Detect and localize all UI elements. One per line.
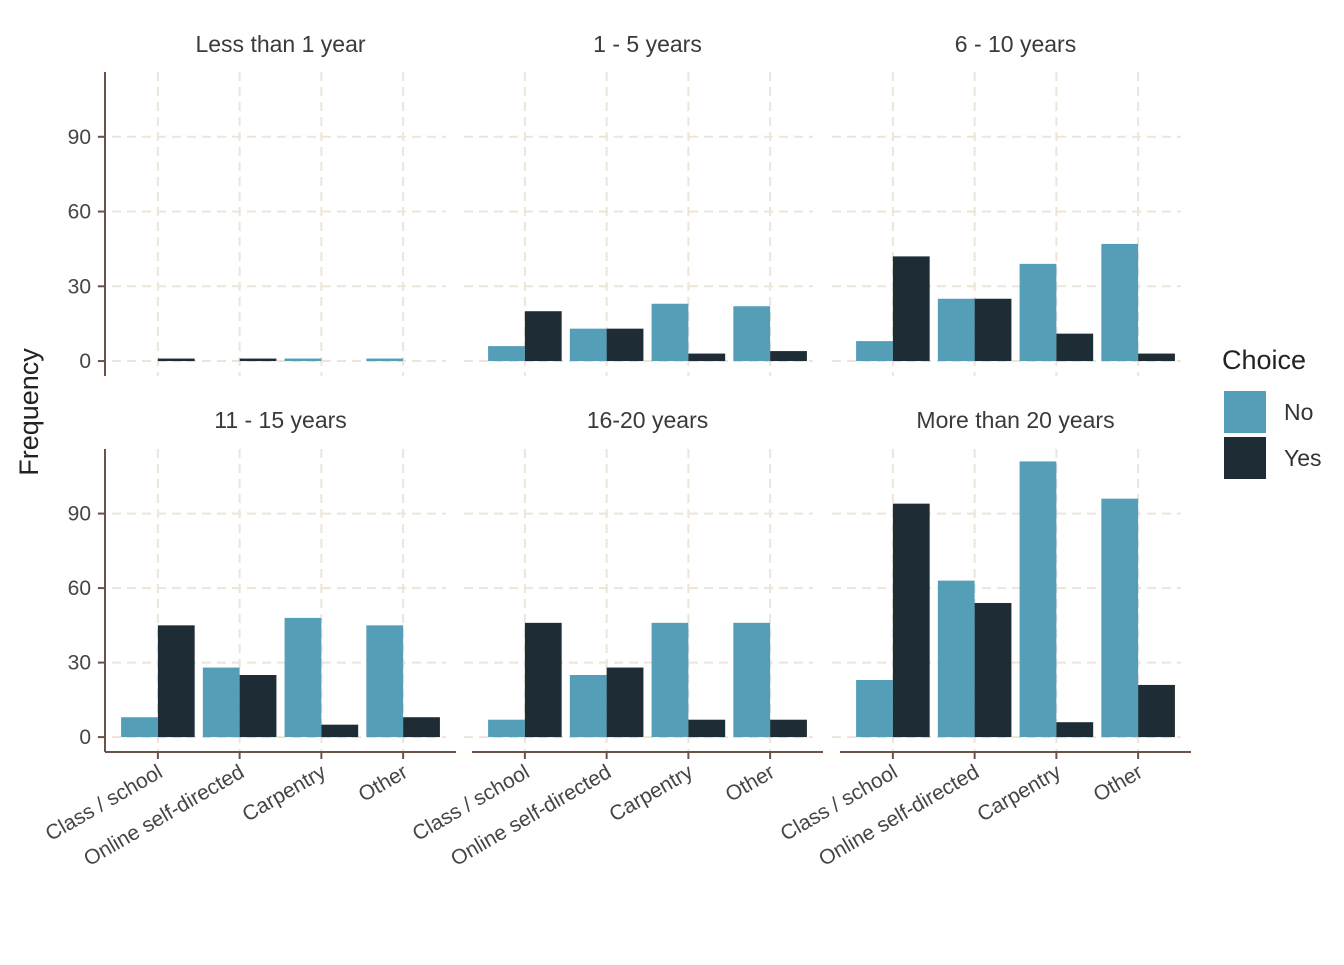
bar-yes (1056, 722, 1094, 738)
x-tick-label: Other (355, 760, 412, 806)
y-tick-label: 90 (68, 503, 91, 526)
legend: Choice No Yes (1222, 345, 1322, 479)
y-tick-label: 60 (68, 201, 91, 224)
bar-no (733, 622, 771, 738)
bar-no (1019, 263, 1057, 362)
bar-no (284, 358, 322, 362)
facet-title: 11 - 15 years (214, 407, 347, 433)
facet-title: 16-20 years (587, 407, 708, 433)
facet-title: 6 - 10 years (955, 31, 1076, 57)
legend-key-no (1224, 391, 1266, 433)
bar-no (1101, 243, 1139, 362)
bar-no (488, 346, 525, 362)
bar-no (569, 328, 607, 362)
bar-no (937, 580, 975, 738)
bar-no (488, 719, 525, 738)
bar-yes (1138, 684, 1175, 738)
bar-no (937, 298, 975, 362)
bar-yes (1056, 333, 1094, 362)
bar-no (651, 622, 689, 738)
y-tick-label: 30 (68, 275, 91, 298)
y-tick-label: 0 (79, 726, 91, 749)
facet-title: 1 - 5 years (593, 31, 702, 57)
bar-yes (321, 724, 359, 738)
bar-yes (606, 328, 644, 362)
y-axis-title: Frequency (14, 348, 44, 476)
facet-title: Less than 1 year (195, 31, 365, 57)
y-tick-label: 30 (68, 652, 91, 675)
bar-yes (770, 351, 807, 362)
bar-no (1019, 461, 1057, 738)
bar-yes (688, 353, 726, 362)
bar-yes (524, 622, 562, 738)
x-tick-label: Other (1090, 760, 1147, 806)
y-tick-label: 60 (68, 577, 91, 600)
bar-no (121, 717, 158, 738)
bar-no (284, 617, 322, 738)
bar-yes (974, 298, 1012, 362)
bar-yes (606, 667, 644, 738)
bar-yes (892, 503, 930, 738)
bar-no (569, 675, 607, 738)
bars-layer (121, 243, 1175, 738)
x-tick-label: Carpentry (974, 760, 1066, 826)
bar-no (856, 679, 893, 738)
x-tick-label: Other (722, 760, 779, 806)
bar-no (366, 358, 404, 362)
legend-key-yes (1224, 437, 1266, 479)
bar-no (202, 667, 240, 738)
bar-yes (892, 256, 930, 362)
legend-title: Choice (1222, 345, 1306, 375)
facet-title: More than 20 years (916, 407, 1114, 433)
bar-yes (239, 358, 277, 362)
bar-yes (974, 602, 1012, 738)
legend-label: Yes (1284, 445, 1322, 471)
bar-yes (770, 719, 807, 738)
bar-no (1101, 498, 1139, 738)
bar-yes (239, 675, 277, 738)
axes-layer (98, 72, 1191, 759)
bar-yes (524, 311, 562, 362)
x-tick-label: Carpentry (606, 760, 698, 826)
y-tick-label: 90 (68, 126, 91, 149)
bar-yes (1138, 353, 1175, 362)
x-tick-label: Carpentry (239, 760, 331, 826)
bar-no (856, 341, 893, 362)
bar-yes (157, 358, 195, 362)
bar-yes (157, 625, 195, 738)
y-tick-label: 0 (79, 350, 91, 373)
labels-layer: Less than 1 year 0 30 60 90 1 - 5 years 6 - 10… (14, 31, 1147, 871)
bar-yes (403, 717, 440, 738)
bar-no (366, 625, 404, 738)
bar-no (651, 303, 689, 362)
bar-yes (688, 719, 726, 738)
bar-no (733, 306, 771, 362)
legend-label: No (1284, 399, 1313, 425)
